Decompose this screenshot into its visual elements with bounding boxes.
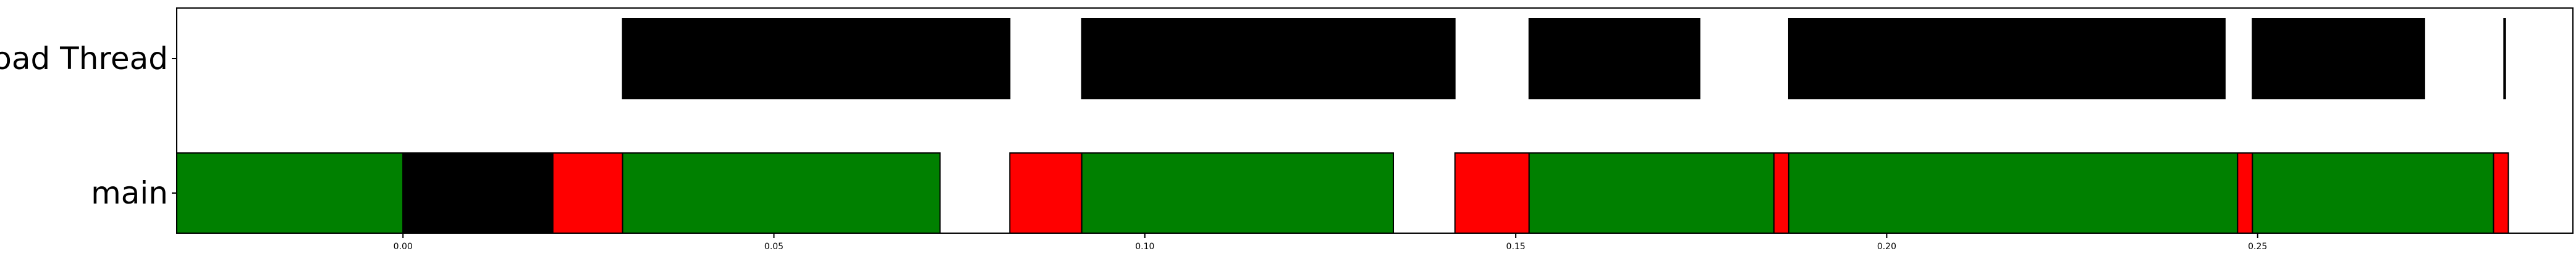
x-tick-label: 0.15 <box>1506 242 1526 252</box>
x-tick-label: 0.10 <box>1135 242 1154 252</box>
segment-bar <box>2493 152 2509 234</box>
segment-bar <box>1788 18 2226 99</box>
x-tick-label: 0.05 <box>764 242 783 252</box>
segment-bar <box>1773 152 1789 234</box>
row-label: load Thread <box>0 41 168 76</box>
segment-bar <box>2252 152 2494 234</box>
segment-bar <box>1081 18 1456 99</box>
segment-bar <box>622 18 1011 99</box>
plot-frame <box>176 7 2574 234</box>
segment-bar <box>1081 152 1395 234</box>
segment-bar <box>1454 152 1530 234</box>
ticks-layer: 0.00 0.05 0.10 0.15 0.20 0.25 <box>172 58 2267 252</box>
segment-bar <box>176 152 404 234</box>
segment-bar <box>402 152 554 234</box>
bars-layer <box>176 18 2509 234</box>
row-label: main <box>91 175 168 211</box>
segment-bar <box>1788 152 2239 234</box>
x-tick-label: 0.25 <box>2248 242 2267 252</box>
segment-bar <box>1009 152 1083 234</box>
segment-bar <box>2252 18 2425 99</box>
segment-bar <box>1528 18 1700 99</box>
x-tick-label: 0.20 <box>1877 242 1896 252</box>
segment-bar <box>552 152 623 234</box>
row-labels-layer: load Thread main <box>0 41 168 211</box>
segment-bar <box>2237 152 2253 234</box>
segment-bar <box>1528 152 1775 234</box>
segment-bar <box>622 152 941 234</box>
segment-bar <box>2503 18 2506 99</box>
x-tick-label: 0.00 <box>394 242 413 252</box>
